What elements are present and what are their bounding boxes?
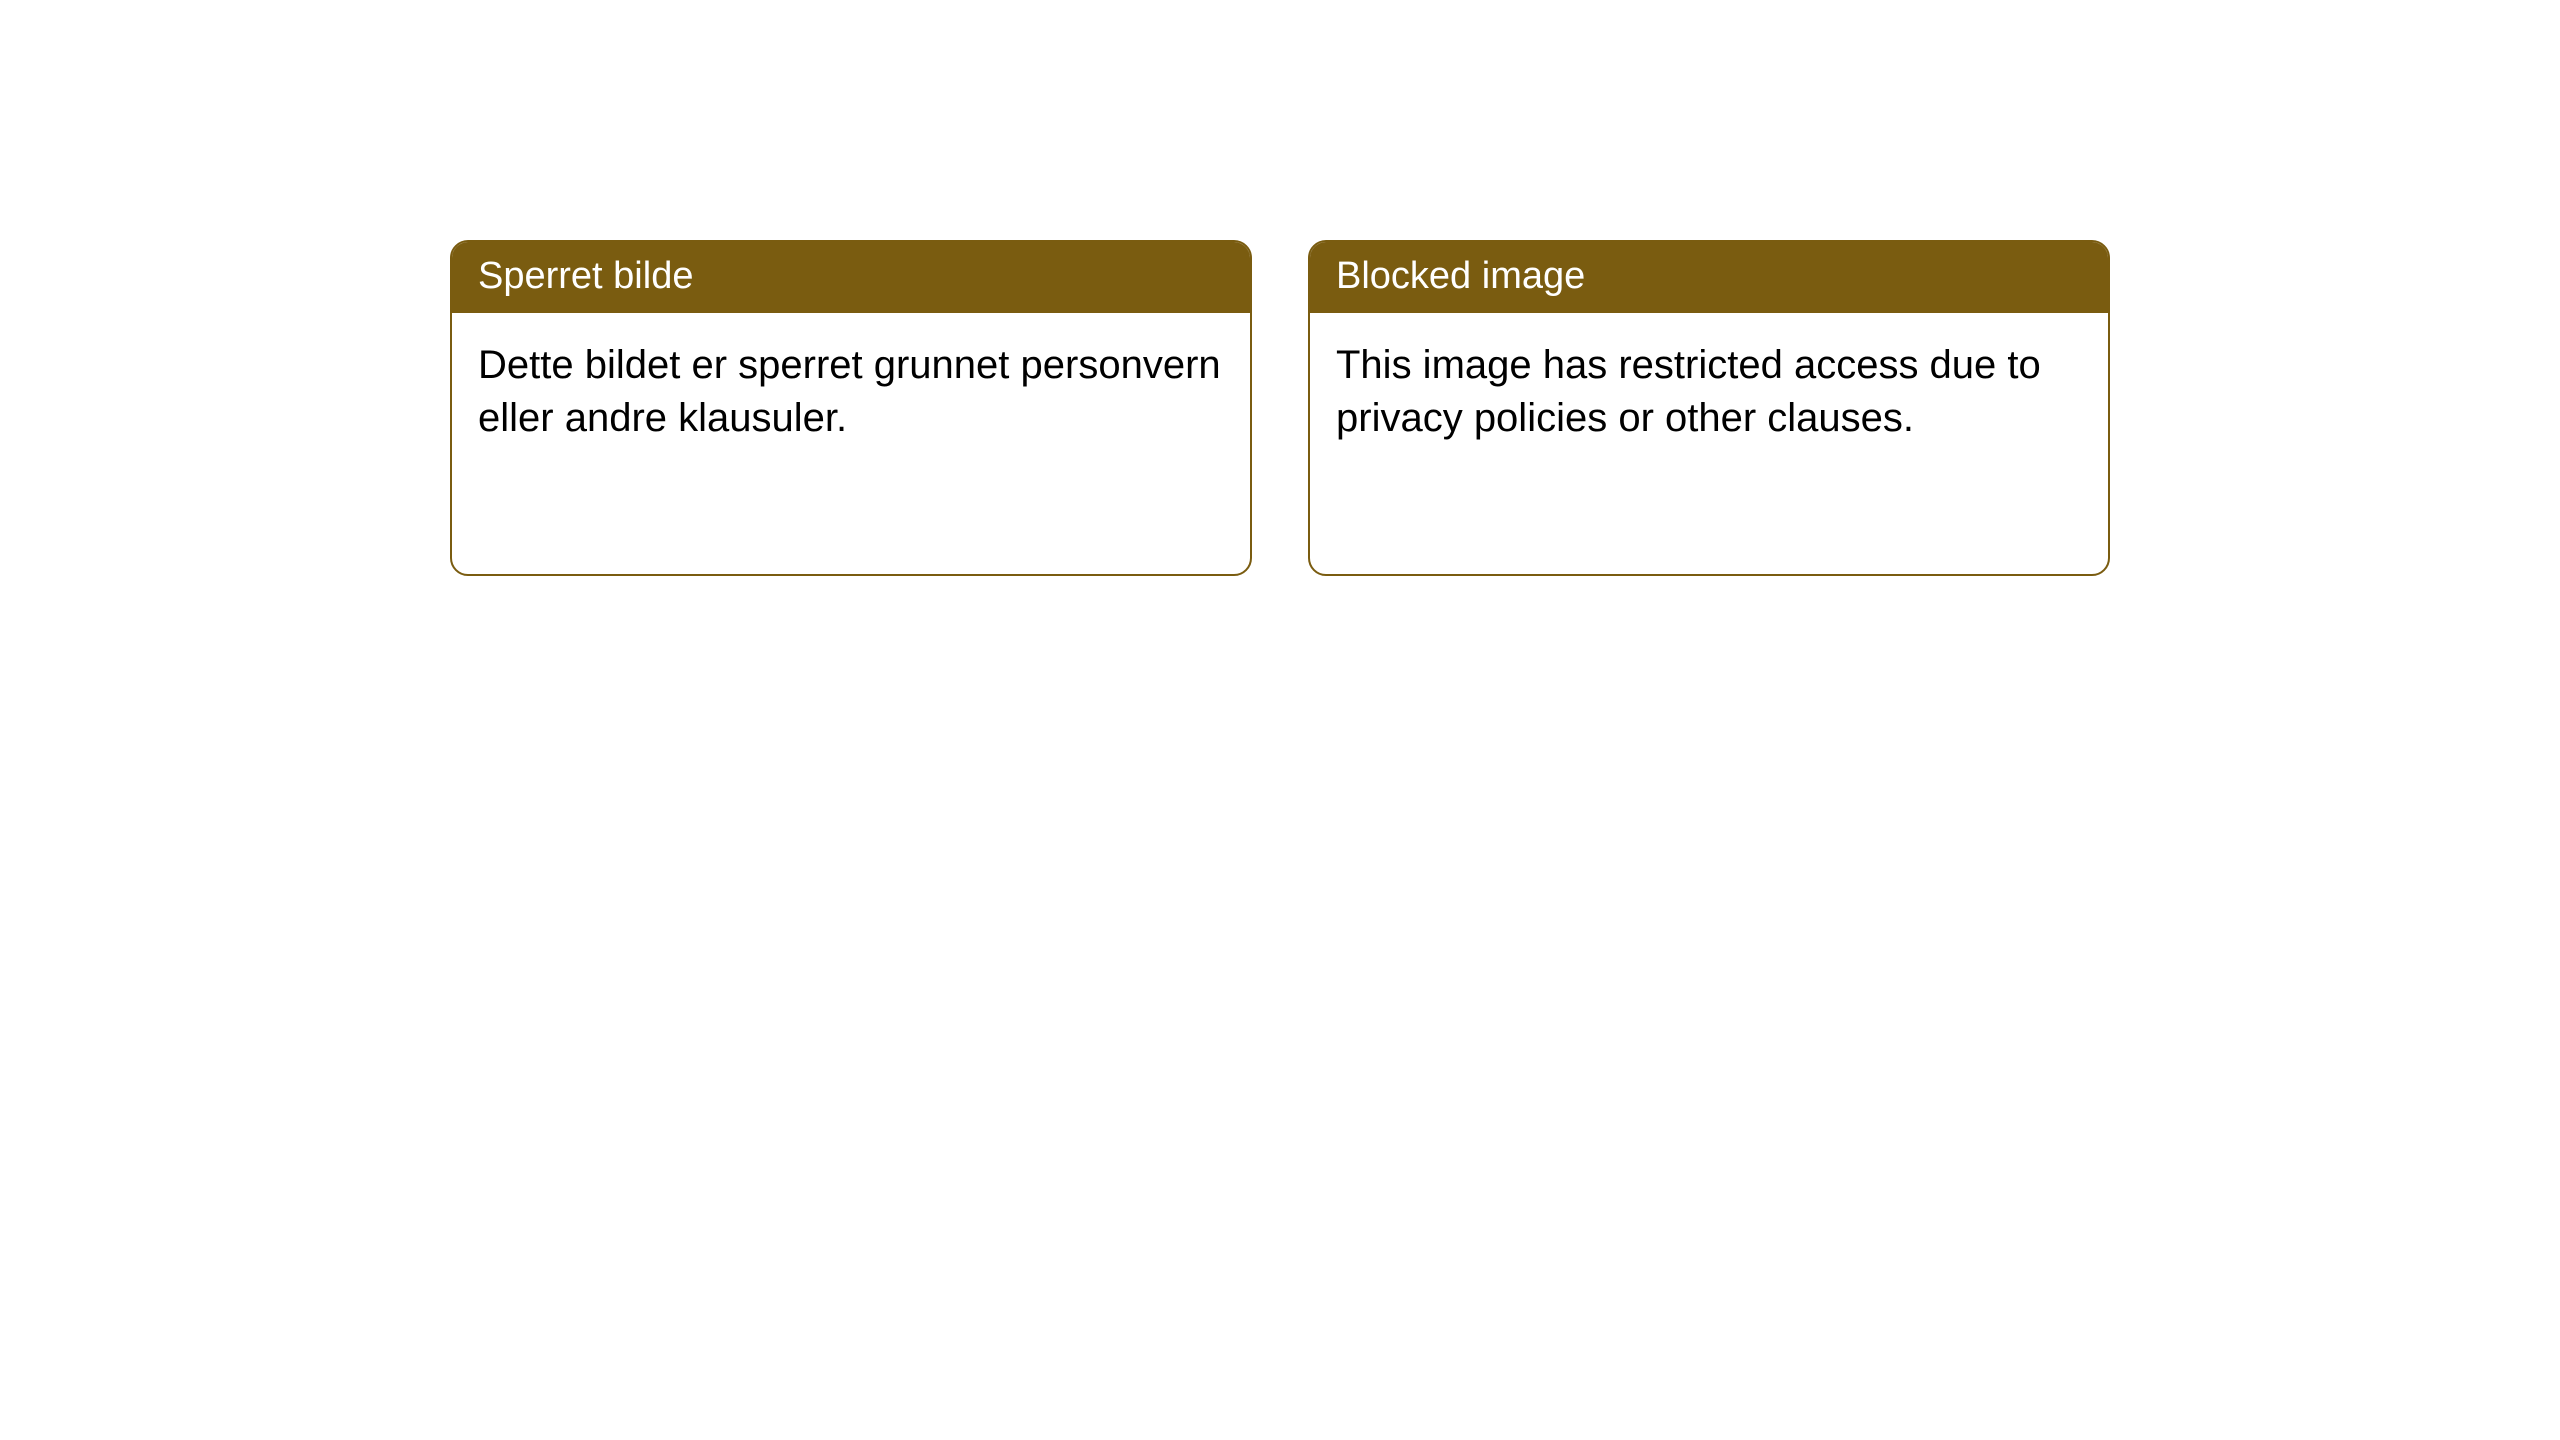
notice-container: Sperret bilde Dette bildet er sperret gr… bbox=[0, 0, 2560, 576]
notice-title-english: Blocked image bbox=[1310, 242, 2108, 313]
notice-title-norwegian: Sperret bilde bbox=[452, 242, 1250, 313]
notice-box-norwegian: Sperret bilde Dette bildet er sperret gr… bbox=[450, 240, 1252, 576]
notice-box-english: Blocked image This image has restricted … bbox=[1308, 240, 2110, 576]
notice-body-norwegian: Dette bildet er sperret grunnet personve… bbox=[452, 313, 1250, 465]
notice-body-english: This image has restricted access due to … bbox=[1310, 313, 2108, 465]
